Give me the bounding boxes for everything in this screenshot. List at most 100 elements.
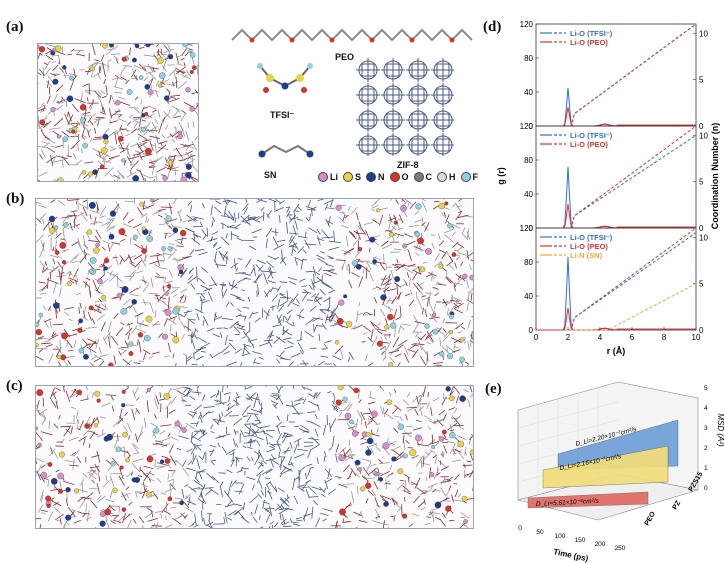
msd-category-label: PZ [672,499,683,511]
rdf-ytick-label: 80 [524,258,533,267]
panel-label-b: (b) [6,191,25,207]
msd-xtick-label: 250 [615,545,626,552]
simulation-slab-c [35,385,474,529]
rdf-xtick-label: 2 [566,333,571,342]
panel-label-a: (a) [6,19,24,35]
rdf-y2tick-label: 0 [699,122,704,131]
rdf-xtick-label: 8 [662,333,667,342]
rdf-y2tick-label: 5 [699,178,704,187]
rdf-legend-entry: Li-O (TFSI⁻) [570,29,613,38]
rdf-ytick-label: 40 [524,190,533,199]
atom-c: C [413,172,432,182]
msd-zlabel: MSD (Å²) [716,413,724,447]
peo-chain-image [231,28,473,43]
atom-n-swatch [366,172,377,182]
rdf-subplot-frame [535,23,697,127]
rdf-y2label: Coordination Number (n) [710,123,720,230]
rdf-legend-entry: Li-O (TFSI⁻) [570,131,613,140]
msd-ztick-label: 3 [704,425,708,432]
atom-c-swatch [413,172,424,182]
zif8-framework-image [356,58,454,156]
sn-molecule-image [258,144,314,158]
msd-xlabel: Time (ps) [553,547,590,563]
rdf-ytick-label: 80 [524,156,533,165]
rdf-xtick-label: 0 [534,333,539,342]
atom-legend: Li S N O C H F [318,172,478,182]
atom-h-swatch [437,172,448,182]
tfsi-molecule-image [257,63,313,93]
msd-ribbon-peo [527,491,649,509]
atom-h: H [437,172,456,182]
rdf-xlabel: r (Å) [607,346,626,356]
rdf-gr-line [536,107,696,127]
rdf-subplot-frame [535,125,697,229]
rdf-ytick-label: 120 [520,122,534,131]
rdf-y2tick-label: 0 [699,224,704,233]
rdf-ytick-label: 0 [529,326,534,335]
sn-label: SN [264,170,277,180]
atom-li-swatch [318,172,328,182]
simulation-cell-a-render [38,44,198,181]
msd-annotation: D_Li=5.61×10⁻⁸cm²/s [536,498,600,508]
atom-o: O [389,172,409,182]
msd-category-label: PEO [644,510,658,527]
atom-o-swatch [389,172,400,182]
simulation-slab-c-render [36,386,473,528]
msd-xtick-label: 100 [555,533,566,540]
rdf-y2tick-label: 10 [699,233,708,242]
rdf-gr-line [536,204,696,229]
atom-s-swatch [343,172,353,182]
rdf-legend-entry: Li-O (PEO) [570,242,608,251]
msd-ztick-label: 1 [704,465,708,472]
simulation-slab-b-render [36,199,473,366]
panel-label-c: (c) [6,378,23,394]
rdf-y2tick-label: 5 [699,76,704,85]
rdf-ytick-label: 120 [520,224,534,233]
panel-label-e: (e) [485,381,502,397]
rdf-legend-entry: Li-O (PEO) [570,38,608,47]
msd-xtick-label: 50 [536,529,544,536]
msd-3d-chart: D_Li=2.20×10⁻⁷cm²/sD_Li=2.16×10⁻⁷cm²/sD_… [517,381,724,563]
rdf-gr-line [536,256,696,331]
rdf-ytick-label: 80 [524,54,533,63]
rdf-ytick-label: 120 [520,20,534,29]
panel-label-d: (d) [483,19,502,35]
rdf-xtick-label: 10 [692,333,701,342]
rdf-gr-line [536,166,696,229]
rdf-xtick-label: 4 [598,333,603,342]
atom-f-swatch [460,172,471,182]
rdf-subplot-frame [535,227,697,331]
atom-n: N [366,172,385,182]
rdf-y2tick-label: 10 [699,29,708,38]
rdf-y2tick-label: 5 [699,280,704,289]
rdf-y2tick-label: 0 [699,326,704,335]
rdf-cn-line [564,283,697,331]
msd-ztick-label: 4 [704,405,708,412]
zif8-label: ZIF-8 [397,160,419,170]
rdf-legend-entry: Li-O (PEO) [570,140,608,149]
simulation-slab-b [35,198,474,367]
msd-xtick-label: 200 [595,541,606,548]
rdf-gr-line [536,87,696,127]
atom-f: F [460,172,478,182]
atom-li: Li [318,172,338,182]
rdf-xtick-label: 6 [630,333,635,342]
simulation-cell-a [37,43,199,182]
msd-ztick-label: 5 [704,385,708,392]
msd-ztick-label: 0 [704,485,708,492]
rdf-legend-entry: Li-O (TFSI⁻) [570,233,613,242]
msd-xtick-label: 150 [575,537,586,544]
rdf-cn-line [564,232,697,331]
rdf-ylabel: g (r) [496,167,506,185]
rdf-cn-line [564,134,697,229]
tfsi-label: TFSI⁻ [270,110,295,120]
msd-xtick-label: 0 [518,525,522,532]
rdf-legend-entry: Li-N (SN) [570,251,603,260]
rdf-gr-line [536,307,696,331]
rdf-ytick-label: 40 [524,292,533,301]
rdf-ytick-label: 0 [529,122,534,131]
atom-s: S [343,172,361,182]
rdf-ytick-label: 0 [529,224,534,233]
rdf-ytick-label: 40 [524,88,533,97]
